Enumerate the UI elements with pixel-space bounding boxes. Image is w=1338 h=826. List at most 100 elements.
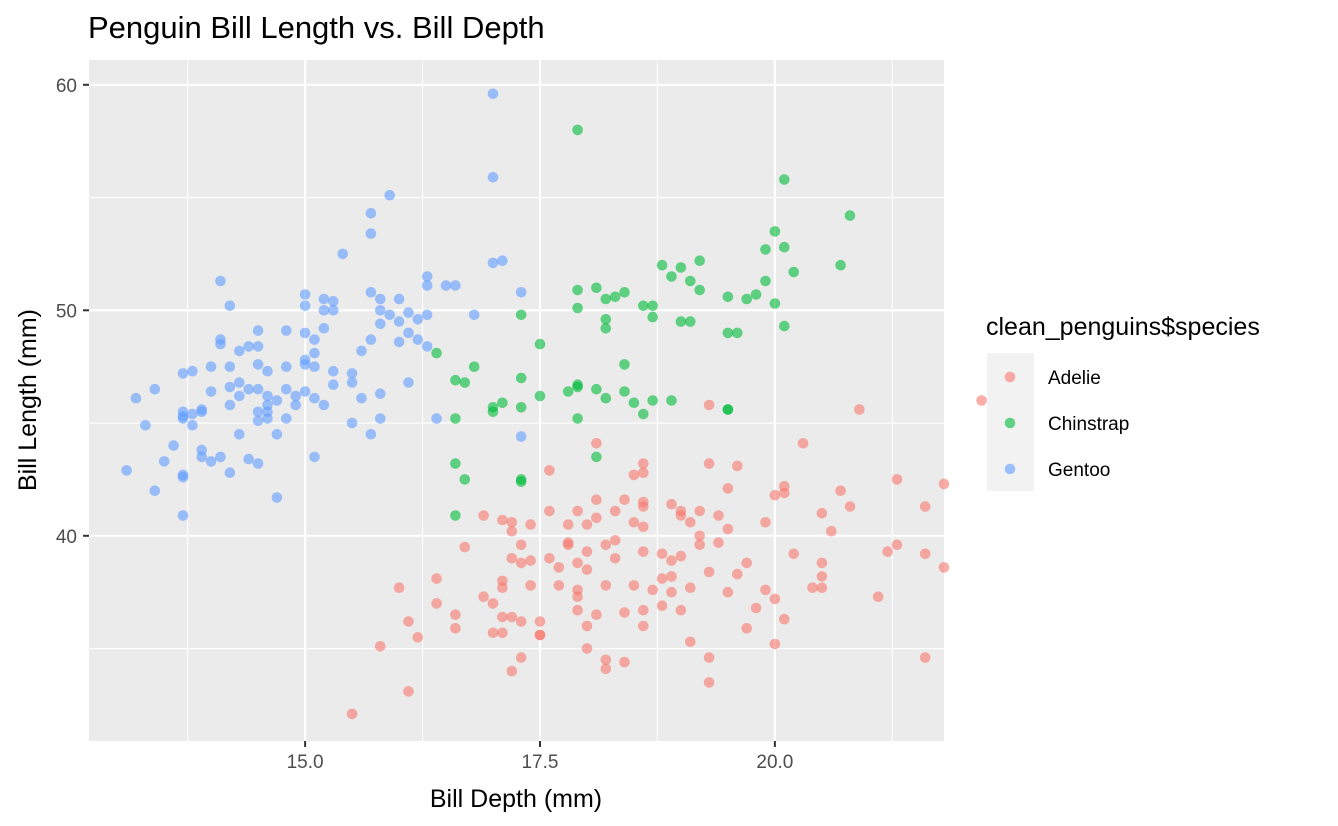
point-gentoo <box>412 314 424 325</box>
point-gentoo <box>309 361 320 373</box>
point-adelie <box>675 550 687 562</box>
point-adelie <box>638 467 649 479</box>
point-adelie <box>919 501 931 512</box>
point-chinstrap <box>450 510 461 521</box>
point-gentoo <box>177 413 189 424</box>
point-adelie <box>544 505 555 517</box>
point-adelie <box>816 571 828 582</box>
point-gentoo <box>365 287 377 298</box>
point-adelie <box>609 505 621 517</box>
point-adelie <box>779 480 790 492</box>
point-adelie <box>581 643 593 654</box>
point-chinstrap <box>534 338 546 350</box>
point-adelie <box>882 546 893 557</box>
point-gentoo <box>262 413 273 424</box>
point-adelie <box>638 501 649 512</box>
point-gentoo <box>356 345 367 357</box>
point-adelie <box>403 686 414 697</box>
point-adelie <box>591 438 602 449</box>
point-gentoo <box>252 325 264 336</box>
point-adelie <box>600 663 612 675</box>
point-gentoo <box>299 386 311 397</box>
point-gentoo <box>421 271 433 282</box>
point-gentoo <box>328 305 339 316</box>
point-adelie <box>685 582 696 593</box>
point-adelie <box>685 636 696 648</box>
x-axis: 15.0 17.5 20.0 <box>287 741 793 773</box>
point-adelie <box>976 395 987 406</box>
point-chinstrap <box>497 397 508 409</box>
point-adelie <box>515 616 527 627</box>
point-adelie <box>844 501 856 512</box>
point-adelie <box>694 530 705 542</box>
point-chinstrap <box>591 282 602 294</box>
point-adelie <box>656 600 668 611</box>
point-gentoo <box>252 341 264 352</box>
point-gentoo <box>346 377 358 388</box>
point-gentoo <box>234 345 245 357</box>
point-gentoo <box>281 325 292 336</box>
point-gentoo <box>130 392 142 404</box>
point-adelie <box>826 526 837 537</box>
point-chinstrap <box>600 293 612 305</box>
point-adelie <box>525 580 536 591</box>
point-gentoo <box>468 309 480 321</box>
point-chinstrap <box>750 289 762 300</box>
legend-title: clean_penguins$species <box>986 313 1260 341</box>
point-adelie <box>656 573 668 584</box>
point-gentoo <box>393 316 405 327</box>
point-adelie <box>638 620 649 632</box>
x-tick-label: 20.0 <box>756 752 793 773</box>
point-gentoo <box>450 280 461 291</box>
point-chinstrap <box>487 406 499 418</box>
y-tick-label: 50 <box>56 301 77 322</box>
point-adelie <box>431 573 442 584</box>
point-adelie <box>638 458 649 469</box>
point-adelie <box>628 580 640 591</box>
point-adelie <box>647 584 658 596</box>
minor-gridlines <box>89 60 944 741</box>
point-gentoo <box>234 390 245 402</box>
legend-label-chinstrap: Chinstrap <box>1048 414 1129 435</box>
point-adelie <box>515 539 527 551</box>
point-adelie <box>497 627 508 639</box>
point-gentoo <box>318 323 330 334</box>
point-chinstrap <box>450 458 461 469</box>
x-tick-label: 15.0 <box>287 752 324 773</box>
point-gentoo <box>224 361 236 373</box>
point-chinstrap <box>619 359 630 370</box>
point-chinstrap <box>741 293 752 305</box>
point-chinstrap <box>572 124 583 136</box>
point-chinstrap <box>638 300 649 312</box>
point-gentoo <box>281 361 292 373</box>
point-adelie <box>666 586 677 598</box>
point-adelie <box>600 580 612 591</box>
point-adelie <box>600 654 612 666</box>
point-adelie <box>497 575 508 587</box>
point-gentoo <box>375 293 386 305</box>
point-adelie <box>591 609 602 620</box>
point-adelie <box>732 568 743 580</box>
point-gentoo <box>375 413 386 424</box>
point-gentoo <box>487 257 499 269</box>
legend-label-gentoo: Gentoo <box>1048 460 1110 481</box>
point-gentoo <box>309 334 320 345</box>
point-chinstrap <box>647 300 658 312</box>
point-chinstrap <box>779 174 790 185</box>
x-axis-title: Bill Depth (mm) <box>430 785 602 813</box>
point-adelie <box>835 485 846 497</box>
point-adelie <box>450 609 461 620</box>
point-chinstrap <box>666 271 677 282</box>
point-gentoo <box>215 275 226 287</box>
point-gentoo <box>365 208 377 219</box>
point-adelie <box>562 519 574 530</box>
point-chinstrap <box>515 309 527 321</box>
point-gentoo <box>281 383 292 395</box>
point-gentoo <box>196 451 207 463</box>
point-chinstrap <box>769 298 781 309</box>
point-adelie <box>703 458 715 469</box>
point-chinstrap <box>609 291 621 303</box>
point-gentoo <box>252 359 264 370</box>
point-adelie <box>675 604 687 616</box>
point-gentoo <box>234 429 245 440</box>
